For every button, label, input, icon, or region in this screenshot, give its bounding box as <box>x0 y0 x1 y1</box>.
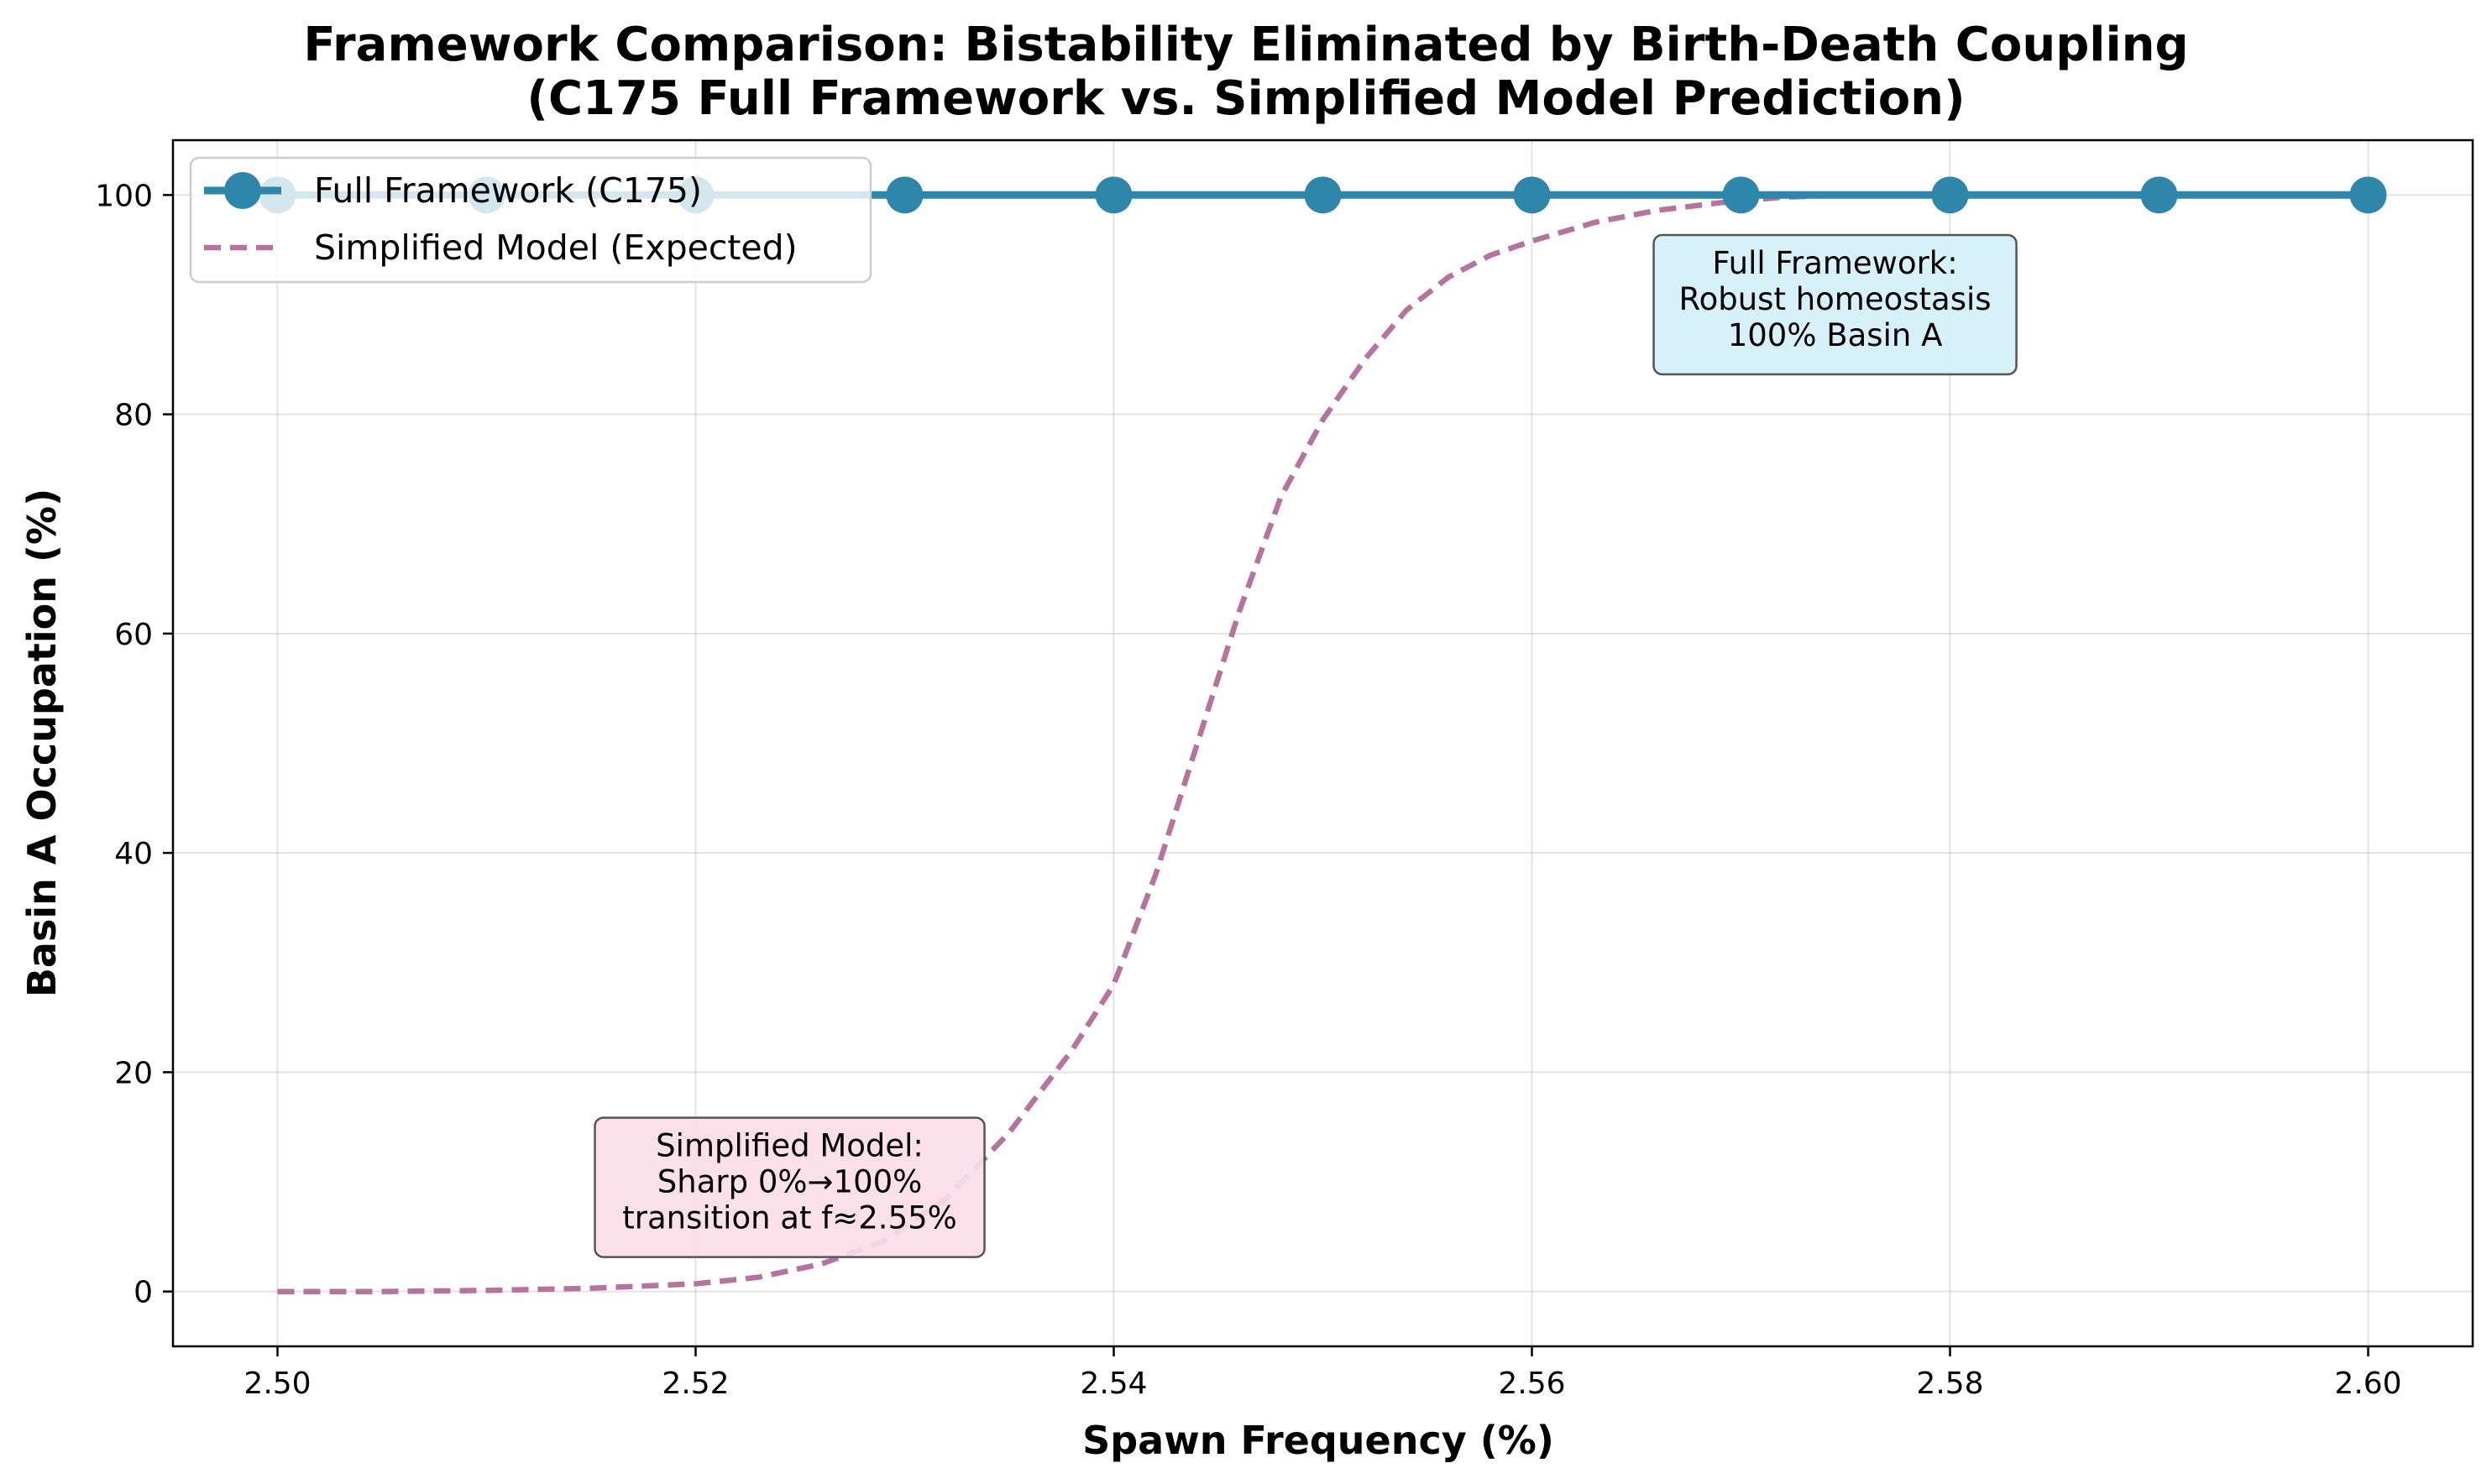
annotation-box: Simplified Model:Sharp 0%→100%transition… <box>594 1116 986 1258</box>
y-tick-label: 100 <box>95 179 153 213</box>
legend: Full Framework (C175) Simplified Model (E… <box>189 156 872 284</box>
chart-title-line-1: Framework Comparison: Bistability Elimin… <box>303 18 2188 72</box>
annotation-text-line: Robust homeostasis <box>1679 281 1992 317</box>
y-axis-label: Basin A Occupation (%) <box>19 489 65 997</box>
data-point-full-framework <box>2349 176 2387 214</box>
x-tick-label: 2.50 <box>243 1366 311 1401</box>
data-point-full-framework <box>1722 176 1760 214</box>
legend-box <box>189 156 872 284</box>
annotation-text-line: Simplified Model: <box>656 1128 924 1164</box>
x-tick-label: 2.58 <box>1916 1366 1983 1401</box>
axis-ticks: 2.50 2.52 2.54 2.56 2.58 2.60 0 20 40 60 80 100 <box>95 179 2401 1401</box>
legend-label-full-framework: Full Framework (C175) <box>314 170 702 211</box>
data-point-full-framework <box>1304 176 1342 214</box>
y-tick-label: 80 <box>114 399 153 433</box>
plot-frame <box>171 138 2474 1348</box>
annotation-text-line: 100% Basin A <box>1728 317 1943 353</box>
annotation-background <box>1652 233 2018 376</box>
chart-title-line-2: (C175 Full Framework vs. Simplified Mode… <box>526 71 1965 126</box>
data-point-full-framework <box>1513 176 1551 214</box>
x-tick-label: 2.60 <box>2334 1366 2401 1401</box>
y-tick-label: 60 <box>114 618 153 652</box>
x-tick-label: 2.56 <box>1498 1366 1565 1401</box>
data-point-full-framework <box>1095 176 1133 214</box>
y-tick-label: 20 <box>114 1056 153 1090</box>
grid <box>173 140 2473 1346</box>
y-tick-label: 0 <box>134 1276 153 1310</box>
legend-label-simplified-model: Simplified Model (Expected) <box>314 227 798 268</box>
legend-marker-full-framework <box>224 172 261 209</box>
annotation-text-line: transition at f≈2.55% <box>622 1200 957 1236</box>
series-line-simplified-model <box>277 192 1846 1294</box>
annotation-text-line: Sharp 0%→100% <box>657 1164 923 1200</box>
x-axis-label: Spawn Frequency (%) <box>1082 1418 1554 1463</box>
annotation-text-line: Full Framework: <box>1712 245 1957 281</box>
x-tick-label: 2.54 <box>1080 1366 1147 1401</box>
data-point-full-framework <box>1931 176 1969 214</box>
x-tick-label: 2.52 <box>662 1366 729 1401</box>
data-point-full-framework <box>886 176 924 214</box>
annotation-background <box>594 1116 986 1258</box>
data-point-full-framework <box>2140 176 2178 214</box>
y-tick-label: 40 <box>114 837 153 871</box>
